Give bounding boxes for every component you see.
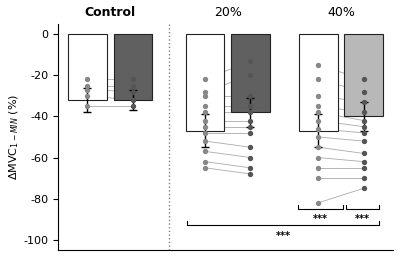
Point — [360, 186, 367, 190]
Point — [247, 145, 254, 149]
Point — [130, 98, 136, 102]
Point — [130, 90, 136, 94]
Point — [202, 166, 208, 170]
Point — [315, 155, 322, 160]
Point — [315, 63, 322, 67]
Text: Control: Control — [84, 6, 136, 19]
Point — [360, 131, 367, 135]
Point — [315, 166, 322, 170]
Bar — [114, 34, 152, 100]
Point — [202, 131, 208, 135]
Point — [202, 77, 208, 81]
Point — [247, 110, 254, 114]
Point — [360, 176, 367, 180]
Point — [247, 155, 254, 160]
Point — [247, 104, 254, 108]
Point — [247, 131, 254, 135]
Point — [202, 110, 208, 114]
Point — [202, 125, 208, 129]
Point — [247, 125, 254, 129]
Point — [360, 125, 367, 129]
Point — [360, 139, 367, 143]
Point — [315, 201, 322, 205]
Point — [360, 110, 367, 114]
Text: 40%: 40% — [327, 6, 355, 19]
Point — [202, 94, 208, 98]
Point — [315, 104, 322, 108]
Point — [360, 151, 367, 155]
Point — [360, 160, 367, 164]
Point — [315, 94, 322, 98]
Point — [360, 77, 367, 81]
Point — [202, 90, 208, 94]
Point — [84, 94, 91, 98]
Point — [315, 110, 322, 114]
Point — [84, 88, 91, 92]
Point — [202, 104, 208, 108]
Point — [130, 104, 136, 108]
Point — [247, 73, 254, 77]
Point — [360, 100, 367, 104]
Point — [360, 166, 367, 170]
Point — [84, 84, 91, 88]
Point — [84, 77, 91, 81]
Point — [315, 135, 322, 139]
Point — [247, 94, 254, 98]
Point — [247, 166, 254, 170]
Point — [202, 149, 208, 153]
Bar — [299, 34, 338, 131]
Y-axis label: $\Delta$MVC$_{1-MIN}$ (%): $\Delta$MVC$_{1-MIN}$ (%) — [7, 94, 20, 180]
Point — [360, 90, 367, 94]
Point — [84, 104, 91, 108]
Bar — [344, 34, 383, 116]
Point — [130, 77, 136, 81]
Point — [315, 118, 322, 123]
Point — [247, 172, 254, 176]
Text: 20%: 20% — [214, 6, 242, 19]
Text: ***: *** — [313, 214, 328, 224]
Point — [202, 139, 208, 143]
Text: ***: *** — [355, 214, 370, 224]
Bar — [231, 34, 270, 112]
Point — [315, 127, 322, 131]
Text: ***: *** — [276, 231, 291, 241]
Point — [315, 77, 322, 81]
Point — [202, 160, 208, 164]
Point — [247, 59, 254, 63]
Point — [315, 145, 322, 149]
Point — [315, 176, 322, 180]
Point — [360, 118, 367, 123]
Bar — [186, 34, 224, 131]
Point — [247, 118, 254, 123]
Point — [202, 118, 208, 123]
Bar — [68, 34, 107, 100]
Point — [130, 84, 136, 88]
